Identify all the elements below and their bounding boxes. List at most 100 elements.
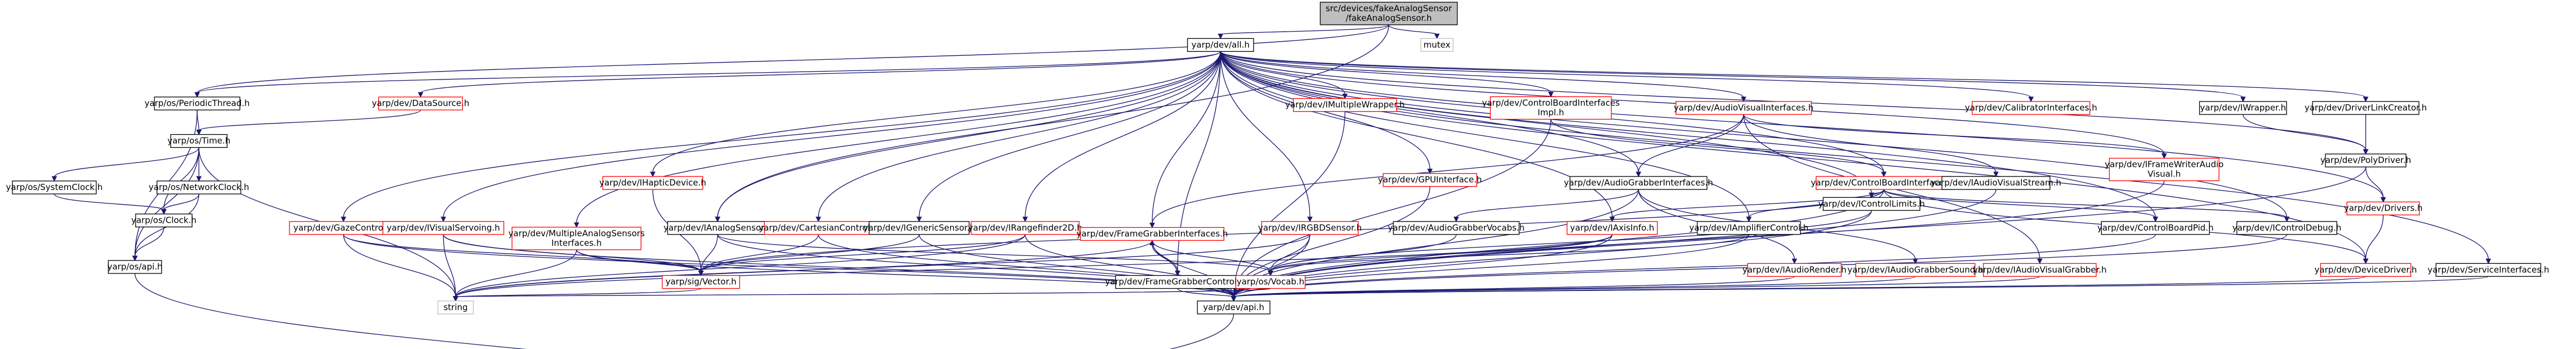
node-multianalog[interactable]: yarp/dev/MultipleAnalogSensorsInterfaces… [509,227,645,250]
node-mutex: mutex [1421,38,1453,51]
node-iaxisinfo[interactable]: yarp/dev/IAxisInfo.h [1567,222,1657,235]
node-drivers[interactable]: yarp/dev/Drivers.h [2344,202,2423,215]
node-label: yarp/os/NetworkClock.h [149,182,249,192]
node-all[interactable]: yarp/dev/all.h [1188,38,1254,51]
node-label: yarp/dev/IControlLimits.h [1818,198,1924,209]
edge-root-to-mutex [1389,25,1439,38]
node-ianalog[interactable]: yarp/dev/IAnalogSensor.h [663,222,772,235]
node-label: yarp/dev/DriverLinkCreator.h [2305,103,2427,113]
node-label: yarp/dev/ControlBoardInterfaces [1482,98,1620,108]
edge-visservo-to-string [443,235,458,301]
node-vocab[interactable]: yarp/os/Vocab.h [1236,276,1305,289]
node-iavgrabber[interactable]: yarp/dev/IAudioVisualGrabber.h [1973,263,2107,276]
node-icontrollimits[interactable]: yarp/dev/IControlLimits.h [1818,197,1924,210]
node-time[interactable]: yarp/os/Time.h [167,135,230,148]
node-label: yarp/dev/IGenericSensor.h [863,223,975,233]
edge-multianalog-to-vector [577,250,703,276]
node-vector[interactable]: yarp/sig/Vector.h [662,276,739,289]
node-label: yarp/dev/GazeControl.h [293,223,394,233]
node-devapi[interactable]: yarp/dev/api.h [1197,301,1270,314]
node-label: yarp/os/api.h [108,262,163,272]
node-service[interactable]: yarp/dev/ServiceInterfaces.h [2427,263,2549,276]
node-iaudiorender[interactable]: yarp/dev/IAudioRender.h [1742,263,1847,276]
node-label: yarp/dev/AudioGrabberVocabs.h [1388,223,1525,233]
node-iamp[interactable]: yarp/dev/IAmplifierControl.h [1689,222,1808,235]
edge-vocab-to-string [453,289,1271,301]
node-multiwrapper[interactable]: yarp/dev/IMultipleWrapper.h [1285,99,1405,112]
node-label: yarp/os/Time.h [167,136,230,146]
node-label: yarp/dev/FrameGrabberControl2.h [1105,277,1250,287]
node-cartesian[interactable]: yarp/dev/CartesianControl.h [759,222,878,235]
node-clock[interactable]: yarp/os/Clock.h [131,214,197,227]
node-label: yarp/dev/IRGBDSensor.h [1258,223,1362,233]
edge-agi-to-agvocab [1454,189,1639,222]
node-label: yarp/dev/IAudioRender.h [1742,264,1847,275]
edge-gaze-to-devapi [344,235,1236,301]
edge-avi-to-iavstream [1744,114,1998,176]
node-agvocab[interactable]: yarp/dev/AudioGrabberVocabs.h [1388,222,1525,235]
node-sysclock[interactable]: yarp/os/SystemClock.h [6,181,103,194]
edge-all-to-ianalog [715,51,1220,222]
node-root[interactable]: src/devices/fakeAnalogSensor/fakeAnalogS… [1320,2,1457,25]
node-iwrapper[interactable]: yarp/dev/IWrapper.h [2200,101,2287,114]
node-label: yarp/dev/IMultipleWrapper.h [1285,100,1405,110]
node-rgbd[interactable]: yarp/dev/IRGBDSensor.h [1258,222,1362,235]
node-iavstream[interactable]: yarp/dev/IAudioVisualStream.h [1931,176,2061,189]
node-label: src/devices/fakeAnalogSensor [1326,3,1452,14]
edge-root-to-periodic [195,25,1389,97]
edge-rgbd-to-vocab [1268,235,1310,276]
node-haptic[interactable]: yarp/dev/IHapticDevice.h [599,176,706,189]
edge-time-to-osapi [133,148,199,260]
node-label: yarp/dev/IFrameWriterAudio [2105,160,2223,170]
node-dlc[interactable]: yarp/dev/DriverLinkCreator.h [2305,101,2427,114]
node-avi[interactable]: yarp/dev/AudioVisualInterfaces.h [1674,101,1813,114]
edge-vector-to-string [453,289,701,301]
node-label: yarp/dev/api.h [1203,302,1264,312]
node-label: yarp/dev/IAmplifierControl.h [1689,223,1808,233]
edge-all-to-iwrapper [1220,51,2245,101]
node-iagsound[interactable]: yarp/dev/IAudioGrabberSound.h [1847,263,1983,276]
node-fgi[interactable]: yarp/dev/FrameGrabberInterfaces.h [1076,227,1228,240]
edge-all-to-avi [1220,51,1746,101]
node-calibrator[interactable]: yarp/dev/CalibratorInterfaces.h [1965,101,2097,114]
edge-all-to-dlc [1220,51,2368,101]
node-agi[interactable]: yarp/dev/AudioGrabberInterfaces.h [1564,176,1713,189]
node-gpu[interactable]: yarp/dev/GPUInterface.h [1378,174,1482,187]
edge-iavgrabber-to-devapi [1232,276,2040,301]
node-label: yarp/dev/IRangefinder2D.h [968,223,1082,233]
node-polydriver[interactable]: yarp/dev/PolyDriver.h [2320,154,2411,167]
edge-fgc2-to-fgi [1150,240,1178,275]
edge-multiwrapper-to-devapi [1232,112,1345,301]
edge-service-to-devapi [1232,276,2489,301]
node-label: yarp/dev/MultipleAnalogSensors [509,228,645,238]
node-label: yarp/dev/FrameGrabberInterfaces.h [1076,228,1228,238]
edge-all-to-igeneric [917,51,1220,222]
node-fgc2[interactable]: yarp/dev/FrameGrabberControl2.h [1105,276,1250,289]
edge-all-to-iaxisinfo [1220,51,1614,222]
node-osapi[interactable]: yarp/os/api.h [108,260,163,273]
node-visservo[interactable]: yarp/dev/IVisualServoing.h [383,222,504,235]
edge-datasource-to-time [197,110,421,135]
edge-all-to-cbil [1220,51,1553,96]
edge-root-to-all [1218,25,1389,38]
node-datasource[interactable]: yarp/dev/DataSource.h [372,97,469,110]
edge-all-to-cbpid [1220,51,2158,222]
node-igeneric[interactable]: yarp/dev/IGenericSensor.h [863,222,975,235]
node-rangefinder[interactable]: yarp/dev/IRangefinder2D.h [968,222,1082,235]
node-cbpid[interactable]: yarp/dev/ControlBoardPid.h [2097,222,2213,235]
node-label: yarp/os/PeriodicThread.h [145,98,250,108]
node-devicedriver[interactable]: yarp/dev/DeviceDriver.h [2315,263,2417,276]
node-label: mutex [1424,39,1451,50]
node-gaze[interactable]: yarp/dev/GazeControl.h [289,222,398,235]
node-label: yarp/dev/AudioVisualInterfaces.h [1674,103,1813,113]
edge-time-to-sysclock [52,148,199,181]
node-label: yarp/dev/IAxisInfo.h [1570,223,1654,233]
node-netclock[interactable]: yarp/os/NetworkClock.h [149,181,249,194]
node-label: yarp/dev/ControlBoardPid.h [2097,223,2213,233]
node-label: yarp/dev/IAudioVisualGrabber.h [1973,264,2107,275]
node-label: Impl.h [1537,108,1564,118]
node-periodic[interactable]: yarp/os/PeriodicThread.h [145,97,250,110]
node-icontroldebug[interactable]: yarp/dev/IControlDebug.h [2232,222,2342,235]
